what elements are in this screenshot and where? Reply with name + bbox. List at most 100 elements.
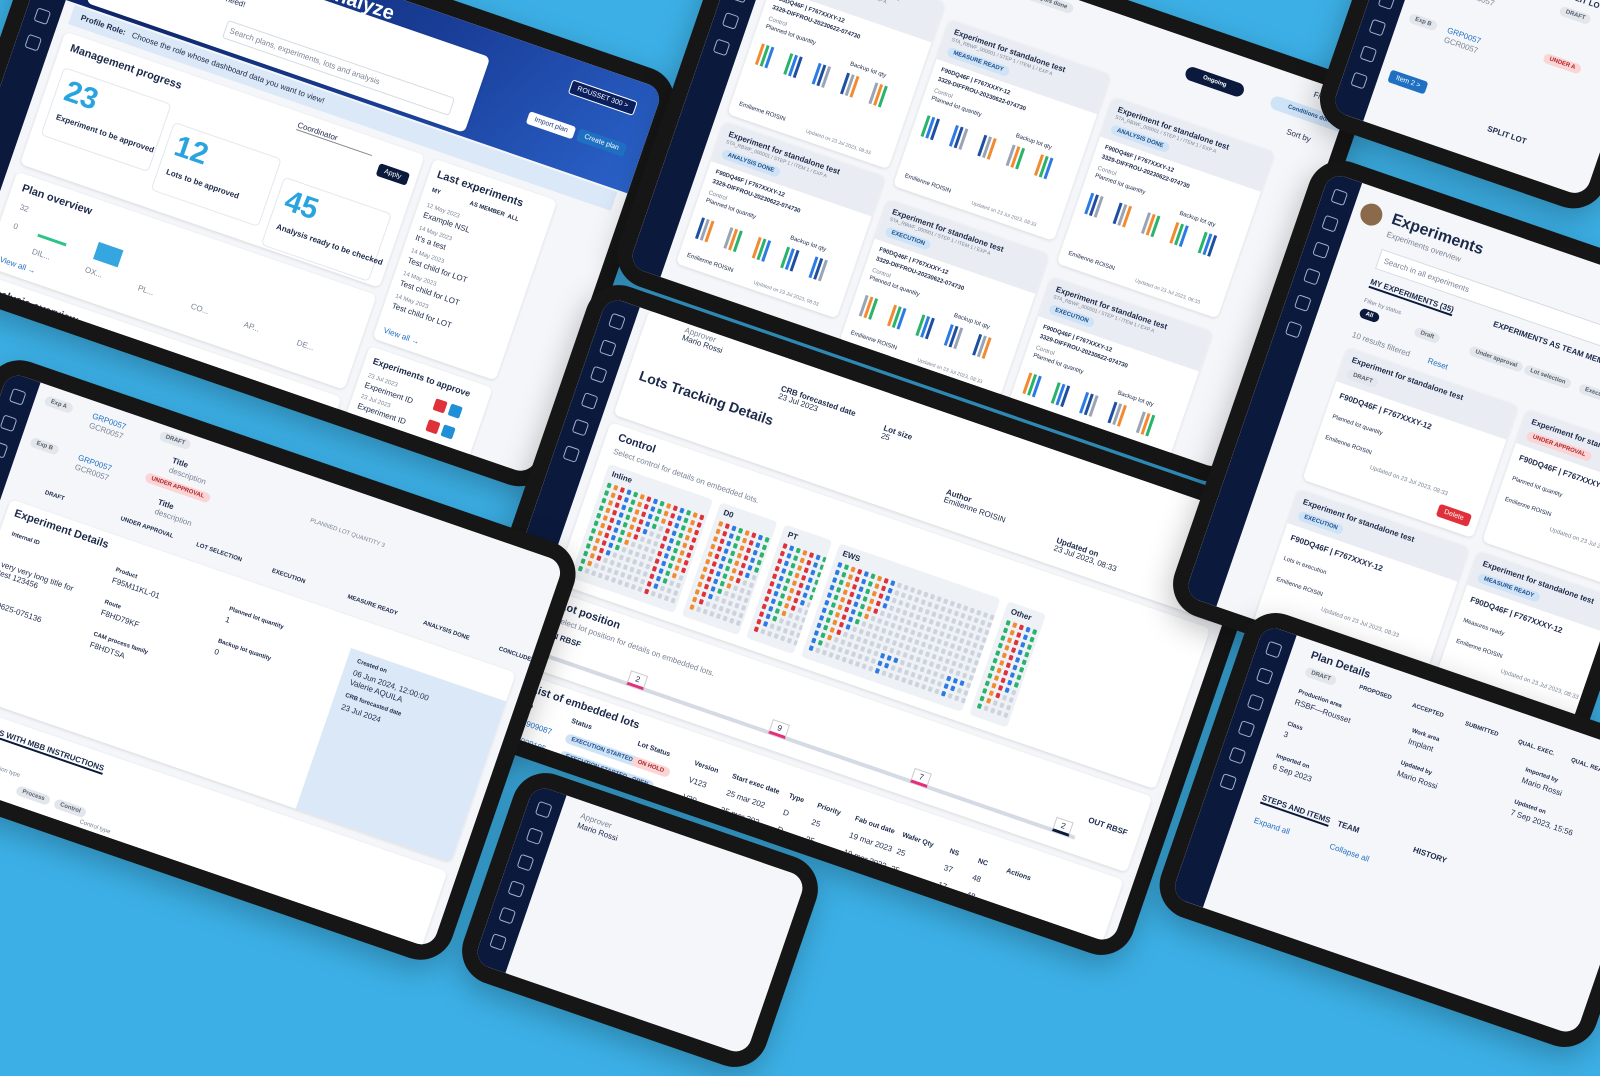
lot-dot: [850, 651, 857, 658]
view-all-link[interactable]: View all →: [0, 254, 37, 276]
nav-icon[interactable]: [1350, 71, 1369, 90]
lot-dot: [658, 525, 664, 532]
collapse-link[interactable]: Collapse all: [1328, 841, 1371, 864]
nav-icon[interactable]: [1237, 720, 1256, 738]
nav-icon[interactable]: [608, 312, 626, 331]
nav-icon[interactable]: [0, 440, 9, 459]
nav-icon[interactable]: [1330, 188, 1349, 207]
filter-chip[interactable]: Control: [52, 798, 88, 819]
approve-button[interactable]: [447, 403, 463, 419]
lot-dot: [899, 617, 905, 624]
lot-dot: [616, 561, 622, 568]
nav-icon[interactable]: [33, 7, 52, 26]
nav-icon[interactable]: [730, 0, 749, 4]
tab-label[interactable]: MY: [430, 187, 442, 197]
nav-icon[interactable]: [507, 880, 526, 898]
field-label: Condition type: [0, 760, 21, 779]
lot-dot: [731, 610, 738, 617]
tab-label[interactable]: HISTORY: [1411, 845, 1449, 866]
filter-chip[interactable]: Execution: [1577, 382, 1600, 406]
filter-chip[interactable]: All: [1358, 307, 1381, 324]
lot-dot: [626, 531, 632, 538]
lot-dot: [622, 564, 629, 571]
filter-chip[interactable]: Under approval: [1468, 345, 1525, 373]
nav-icon[interactable]: [562, 445, 581, 463]
nav-icon[interactable]: [1246, 693, 1265, 712]
nav-icon[interactable]: [721, 12, 740, 30]
lot-dot: [655, 533, 661, 540]
lot-dot: [1000, 677, 1006, 684]
nav-icon[interactable]: [0, 414, 18, 433]
lot-dot: [981, 637, 987, 644]
approve-button[interactable]: [433, 445, 449, 461]
nav-icon[interactable]: [1312, 241, 1330, 260]
reject-button[interactable]: [425, 419, 441, 435]
nav-icon[interactable]: [516, 853, 535, 872]
nav-icon[interactable]: [498, 906, 517, 925]
lot-dot: [701, 591, 707, 598]
approve-button[interactable]: [440, 424, 456, 440]
nav-icon[interactable]: [525, 827, 544, 846]
lot-dot: [660, 560, 667, 567]
nav-icon[interactable]: [571, 418, 590, 437]
lot-dot: [921, 616, 928, 623]
nav-icon[interactable]: [1377, 0, 1396, 11]
column-header: NS: [948, 847, 960, 858]
tab-label[interactable]: AS MEMBER: [468, 200, 506, 219]
nav-icon[interactable]: [489, 933, 508, 951]
lot-dot: [952, 635, 958, 642]
nav-icon[interactable]: [589, 365, 608, 384]
lot-dot: [728, 575, 735, 582]
filter-chip[interactable]: Lot selection: [1522, 364, 1573, 390]
import-button[interactable]: Import plan: [525, 111, 577, 140]
nav-icon[interactable]: [8, 387, 27, 406]
lot-dot: [806, 559, 812, 566]
apply-button[interactable]: Apply: [375, 163, 410, 186]
filter-chip[interactable]: Process: [15, 785, 52, 807]
nav-icon[interactable]: [1321, 214, 1340, 233]
approve-button[interactable]: [426, 465, 442, 476]
nav-icon[interactable]: [534, 800, 553, 819]
nav-icon[interactable]: [1368, 18, 1387, 37]
reject-button[interactable]: [432, 398, 448, 414]
tab-label[interactable]: ALL: [506, 213, 520, 224]
nav-icon[interactable]: [1219, 773, 1238, 791]
create-button[interactable]: Create plan: [575, 128, 628, 157]
nav-icon[interactable]: [712, 38, 731, 57]
item-button[interactable]: Item 2 >: [1387, 69, 1429, 95]
expand-link[interactable]: Expand all: [1252, 815, 1292, 837]
nav-icon[interactable]: [1284, 320, 1303, 339]
action-button[interactable]: Delete: [1435, 503, 1473, 528]
lot-dot: [704, 558, 711, 565]
filter-chip[interactable]: Draft: [1413, 326, 1442, 345]
reject-button[interactable]: [410, 460, 427, 476]
lot-dot: [744, 530, 750, 537]
lot-dot: [803, 609, 810, 616]
site-button[interactable]: ROUSSET 300 >: [567, 79, 638, 116]
reset-link[interactable]: Reset: [1426, 356, 1450, 372]
nav-icon[interactable]: [580, 392, 599, 410]
sort-button[interactable]: Sort by: [1285, 127, 1313, 144]
tab-label[interactable]: TEAM: [1336, 819, 1361, 835]
lot-dot: [1026, 644, 1033, 651]
view-all-link[interactable]: View all →: [382, 325, 421, 347]
filter-chip[interactable]: Analysis done: [1021, 0, 1075, 15]
lot-dot: [697, 581, 703, 588]
view-tab[interactable]: Ongoing: [1183, 65, 1246, 99]
nav-icon[interactable]: [1264, 640, 1283, 659]
lot-dot: [813, 629, 820, 637]
reject-button[interactable]: [418, 439, 434, 456]
nav-icon[interactable]: [1359, 45, 1378, 63]
nav-icon[interactable]: [1293, 294, 1312, 312]
lot-dot: [980, 619, 986, 626]
lot-dot: [740, 562, 747, 569]
lot-dot: [610, 492, 616, 499]
nav-icon[interactable]: [1255, 667, 1274, 685]
lot-dot: [642, 528, 648, 535]
nav-icon[interactable]: [598, 339, 617, 357]
nav-icon[interactable]: [1303, 267, 1321, 286]
lot-dot: [782, 627, 789, 634]
lot-dot: [622, 521, 628, 528]
nav-icon[interactable]: [1228, 746, 1247, 765]
nav-icon[interactable]: [24, 33, 43, 52]
